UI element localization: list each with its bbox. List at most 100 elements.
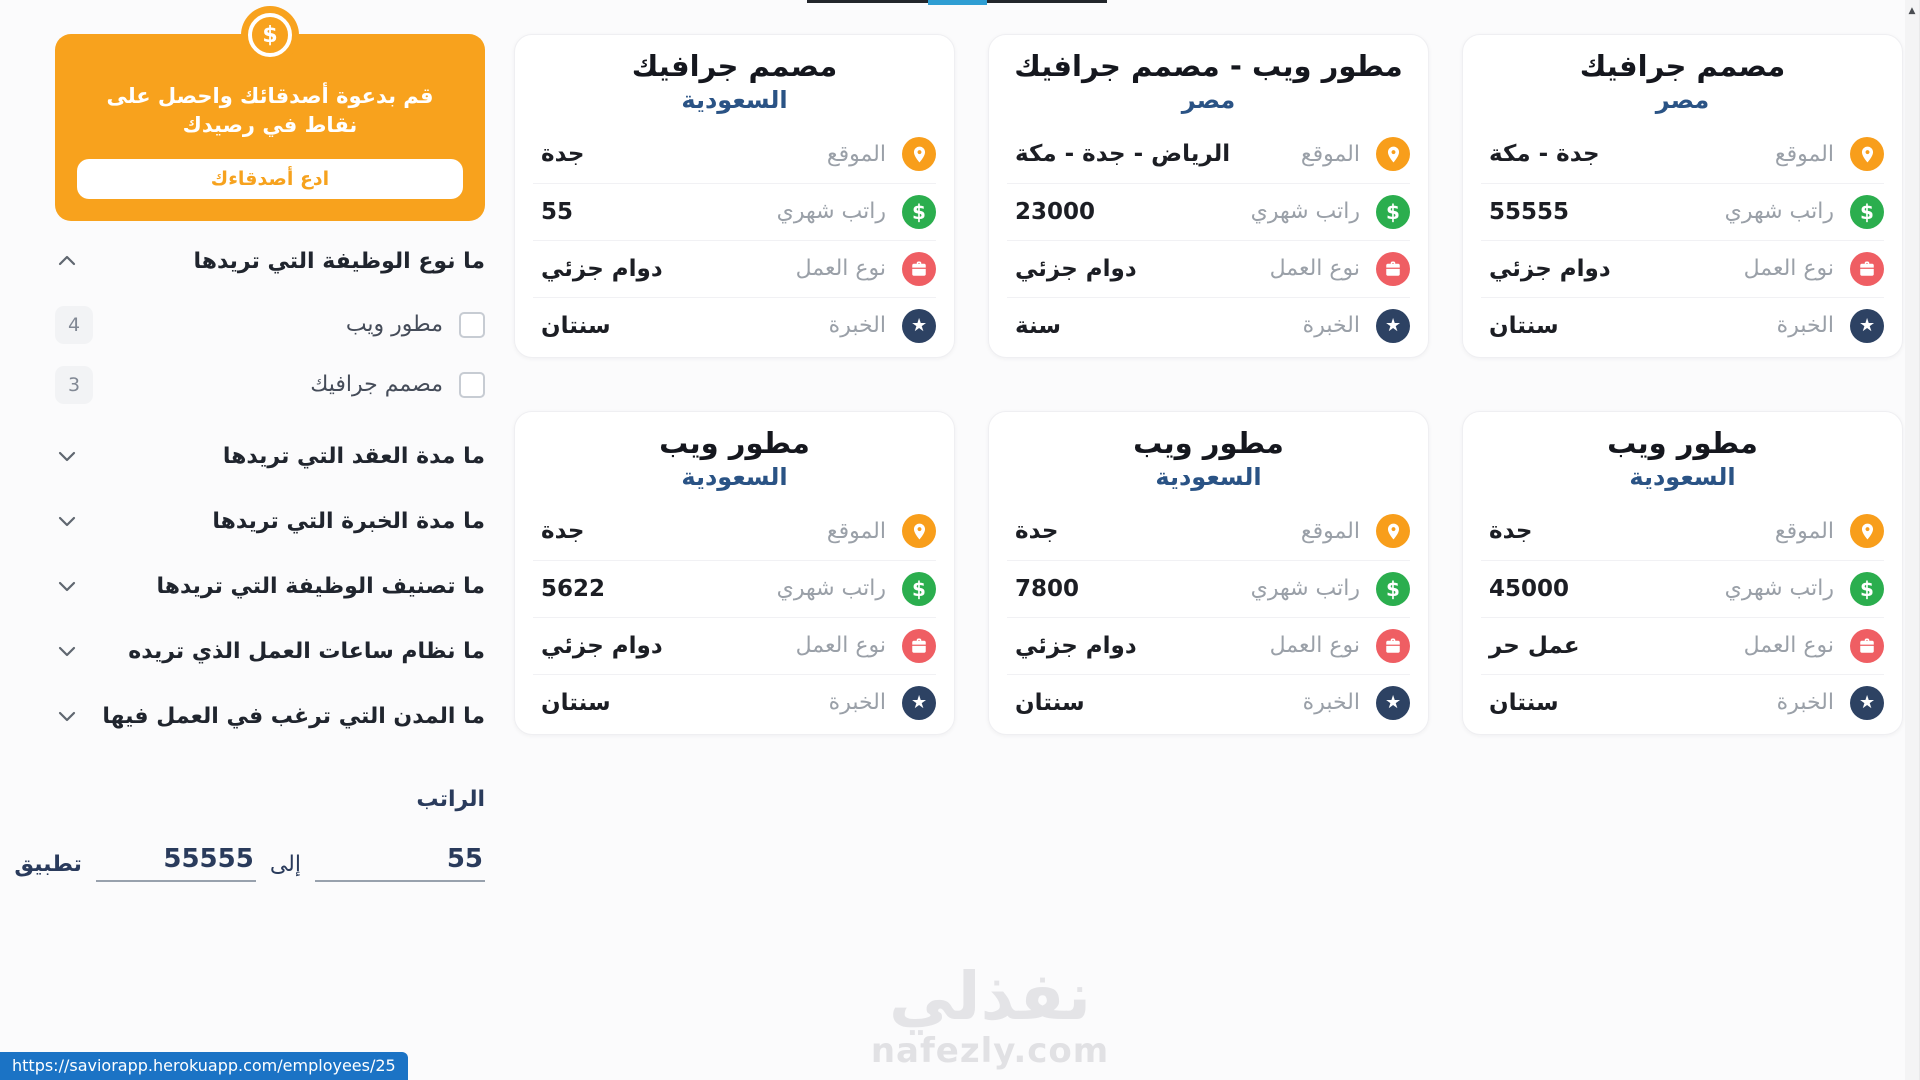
row-label: نوع العمل <box>795 633 886 659</box>
filter-option-row[interactable]: مصمم جرافيك 3 <box>55 365 485 404</box>
salary-filter: الراتب إلى تطبيق <box>14 786 485 882</box>
dollar-coin-icon: $ <box>241 6 299 64</box>
filter-option-label: مصمم جرافيك <box>310 372 443 398</box>
row-label: راتب شهري <box>1250 199 1360 225</box>
job-country: السعودية <box>1629 462 1736 491</box>
filter-option-checkbox[interactable] <box>459 371 485 398</box>
row-label: نوع العمل <box>1269 633 1360 659</box>
location-pin-icon <box>902 514 936 549</box>
location-pin-icon <box>1850 514 1884 549</box>
filter-section: ما مدة العقد التي تريدها <box>55 444 485 469</box>
work-type-row-value: عمل حر <box>1489 632 1580 659</box>
filter-section-header[interactable]: ما المدن التي ترغب في العمل فيها <box>55 704 485 729</box>
job-title: مصمم جرافيك <box>631 49 838 83</box>
row-label: الموقع <box>1300 518 1360 544</box>
row-label: الخبرة <box>828 313 886 339</box>
filter-section-title: ما نظام ساعات العمل الذي تريده <box>128 638 485 664</box>
filter-section-header[interactable]: ما تصنيف الوظيفة التي تريدها <box>55 574 485 599</box>
job-card[interactable]: مطور ويب السعودية الموقع جدة $ راتب شهري 7800 ن… <box>988 411 1429 735</box>
row-label: راتب شهري <box>1724 199 1834 225</box>
filter-section: ما تصنيف الوظيفة التي تريدها <box>55 574 485 599</box>
filter-section-header[interactable]: ما مدة العقد التي تريدها <box>55 444 485 469</box>
filter-section-header[interactable]: ما مدة الخبرة التي تريدها <box>55 509 485 534</box>
filter-option-count-badge: 4 <box>55 305 93 344</box>
job-card[interactable]: مطور ويب السعودية الموقع جدة $ راتب شهري 45000… <box>1462 411 1903 735</box>
job-card[interactable]: مطور ويب السعودية الموقع جدة $ راتب شهري 5622 ن… <box>514 411 955 735</box>
salary-row-value: 7800 <box>1015 575 1080 602</box>
filter-sections: ما نوع الوظيفة التي تريدها مطور ويب 4 مصمم … <box>55 249 485 729</box>
job-card[interactable]: مصمم جرافيك مصر الموقع جدة - مكة $ راتب شهري 5… <box>1462 34 1903 358</box>
job-card[interactable]: مطور ويب - مصمم جرافيك مصر الموقع الرياض - … <box>988 34 1429 358</box>
work-type-row-value: دوام جزئي <box>541 632 663 659</box>
salary-max-input[interactable] <box>95 843 256 882</box>
row-label: راتب شهري <box>776 199 886 225</box>
filter-section-header[interactable]: ما نظام ساعات العمل الذي تريده <box>55 639 485 664</box>
row-label: نوع العمل <box>1743 256 1834 282</box>
scroll-up-arrow-icon[interactable]: ▲ <box>1908 6 1916 16</box>
salary-filter-title: الراتب <box>416 786 485 812</box>
experience-row-value: سنتان <box>541 689 611 716</box>
dollar-icon: $ <box>902 571 936 606</box>
experience-row: ★ الخبرة سنتان <box>533 673 936 731</box>
experience-row-value: سنتان <box>1015 689 1085 716</box>
filter-section: ما مدة الخبرة التي تريدها <box>55 509 485 534</box>
salary-apply-button[interactable]: تطبيق <box>14 852 81 882</box>
filter-option-checkbox[interactable] <box>459 311 485 338</box>
chevron-down-icon <box>55 704 79 728</box>
salary-min-input[interactable] <box>315 843 485 882</box>
job-card[interactable]: مصمم جرافيك السعودية الموقع جدة $ راتب شهري 55… <box>514 34 955 358</box>
filter-option-row[interactable]: مطور ويب 4 <box>55 305 485 344</box>
chevron-down-icon <box>55 639 79 663</box>
salary-row-value: 23000 <box>1015 198 1096 225</box>
job-country: مصر <box>1181 85 1236 114</box>
row-label: الخبرة <box>1302 690 1360 716</box>
dollar-icon: $ <box>1376 571 1410 606</box>
briefcase-icon <box>1376 628 1410 663</box>
job-card-rows: الموقع جدة $ راتب شهري 7800 نوع العمل دوام جزئ… <box>1007 503 1410 731</box>
work-type-row: نوع العمل دوام جزئي <box>1481 239 1884 297</box>
row-label: الخبرة <box>828 690 886 716</box>
filters-sidebar: $ قم بدعوة أصدقائك واحصل على نقاط في رصي… <box>14 0 485 882</box>
row-label: الموقع <box>1300 141 1360 167</box>
work-type-row-value: دوام جزئي <box>1015 632 1137 659</box>
location-row: الموقع جدة <box>1007 503 1410 560</box>
briefcase-icon <box>1850 628 1884 663</box>
vertical-scrollbar[interactable]: ▲ <box>1905 0 1920 1080</box>
dollar-coin-symbol: $ <box>248 13 292 57</box>
experience-row: ★ الخبرة سنتان <box>1481 673 1884 731</box>
work-type-row: نوع العمل دوام جزئي <box>533 239 936 297</box>
location-row: الموقع جدة <box>1481 503 1884 560</box>
filter-section-title: ما تصنيف الوظيفة التي تريدها <box>156 573 485 599</box>
salary-row-value: 45000 <box>1489 575 1570 602</box>
job-card-rows: الموقع جدة $ راتب شهري 55 نوع العمل دوام جزئي ★… <box>533 126 936 354</box>
row-label: الموقع <box>826 141 886 167</box>
row-label: نوع العمل <box>1743 633 1834 659</box>
experience-row: ★ الخبرة سنتان <box>533 296 936 354</box>
chevron-up-icon <box>55 249 79 273</box>
row-label: نوع العمل <box>795 256 886 282</box>
job-title: مطور ويب <box>1607 426 1758 460</box>
star-icon: ★ <box>902 685 936 720</box>
row-label: الموقع <box>826 518 886 544</box>
filter-section-header[interactable]: ما نوع الوظيفة التي تريدها <box>55 249 485 274</box>
row-label: الموقع <box>1774 141 1834 167</box>
star-icon: ★ <box>1850 308 1884 343</box>
location-pin-icon <box>1376 514 1410 549</box>
watermark-arabic: نفذلي <box>889 958 1091 1035</box>
filter-section-title: ما المدن التي ترغب في العمل فيها <box>102 703 485 729</box>
filter-section-title: ما نوع الوظيفة التي تريدها <box>193 248 485 274</box>
star-icon: ★ <box>1850 685 1884 720</box>
job-title: مصمم جرافيك <box>1579 49 1786 83</box>
briefcase-icon <box>902 251 936 286</box>
location-pin-icon <box>1850 137 1884 172</box>
experience-row-value: سنتان <box>541 312 611 339</box>
dollar-icon: $ <box>1376 194 1410 229</box>
job-card-rows: الموقع جدة $ راتب شهري 5622 نوع العمل دوام جزئ… <box>533 503 936 731</box>
invite-friends-button[interactable]: ادع أصدقاءك <box>77 158 463 199</box>
location-row-value: جدة <box>541 141 585 168</box>
filter-section-title: ما مدة الخبرة التي تريدها <box>212 508 485 534</box>
invite-banner: $ قم بدعوة أصدقائك واحصل على نقاط في رصي… <box>55 6 485 221</box>
status-url-bar: https://saviorapp.herokuapp.com/employee… <box>0 1052 408 1080</box>
row-label: نوع العمل <box>1269 256 1360 282</box>
